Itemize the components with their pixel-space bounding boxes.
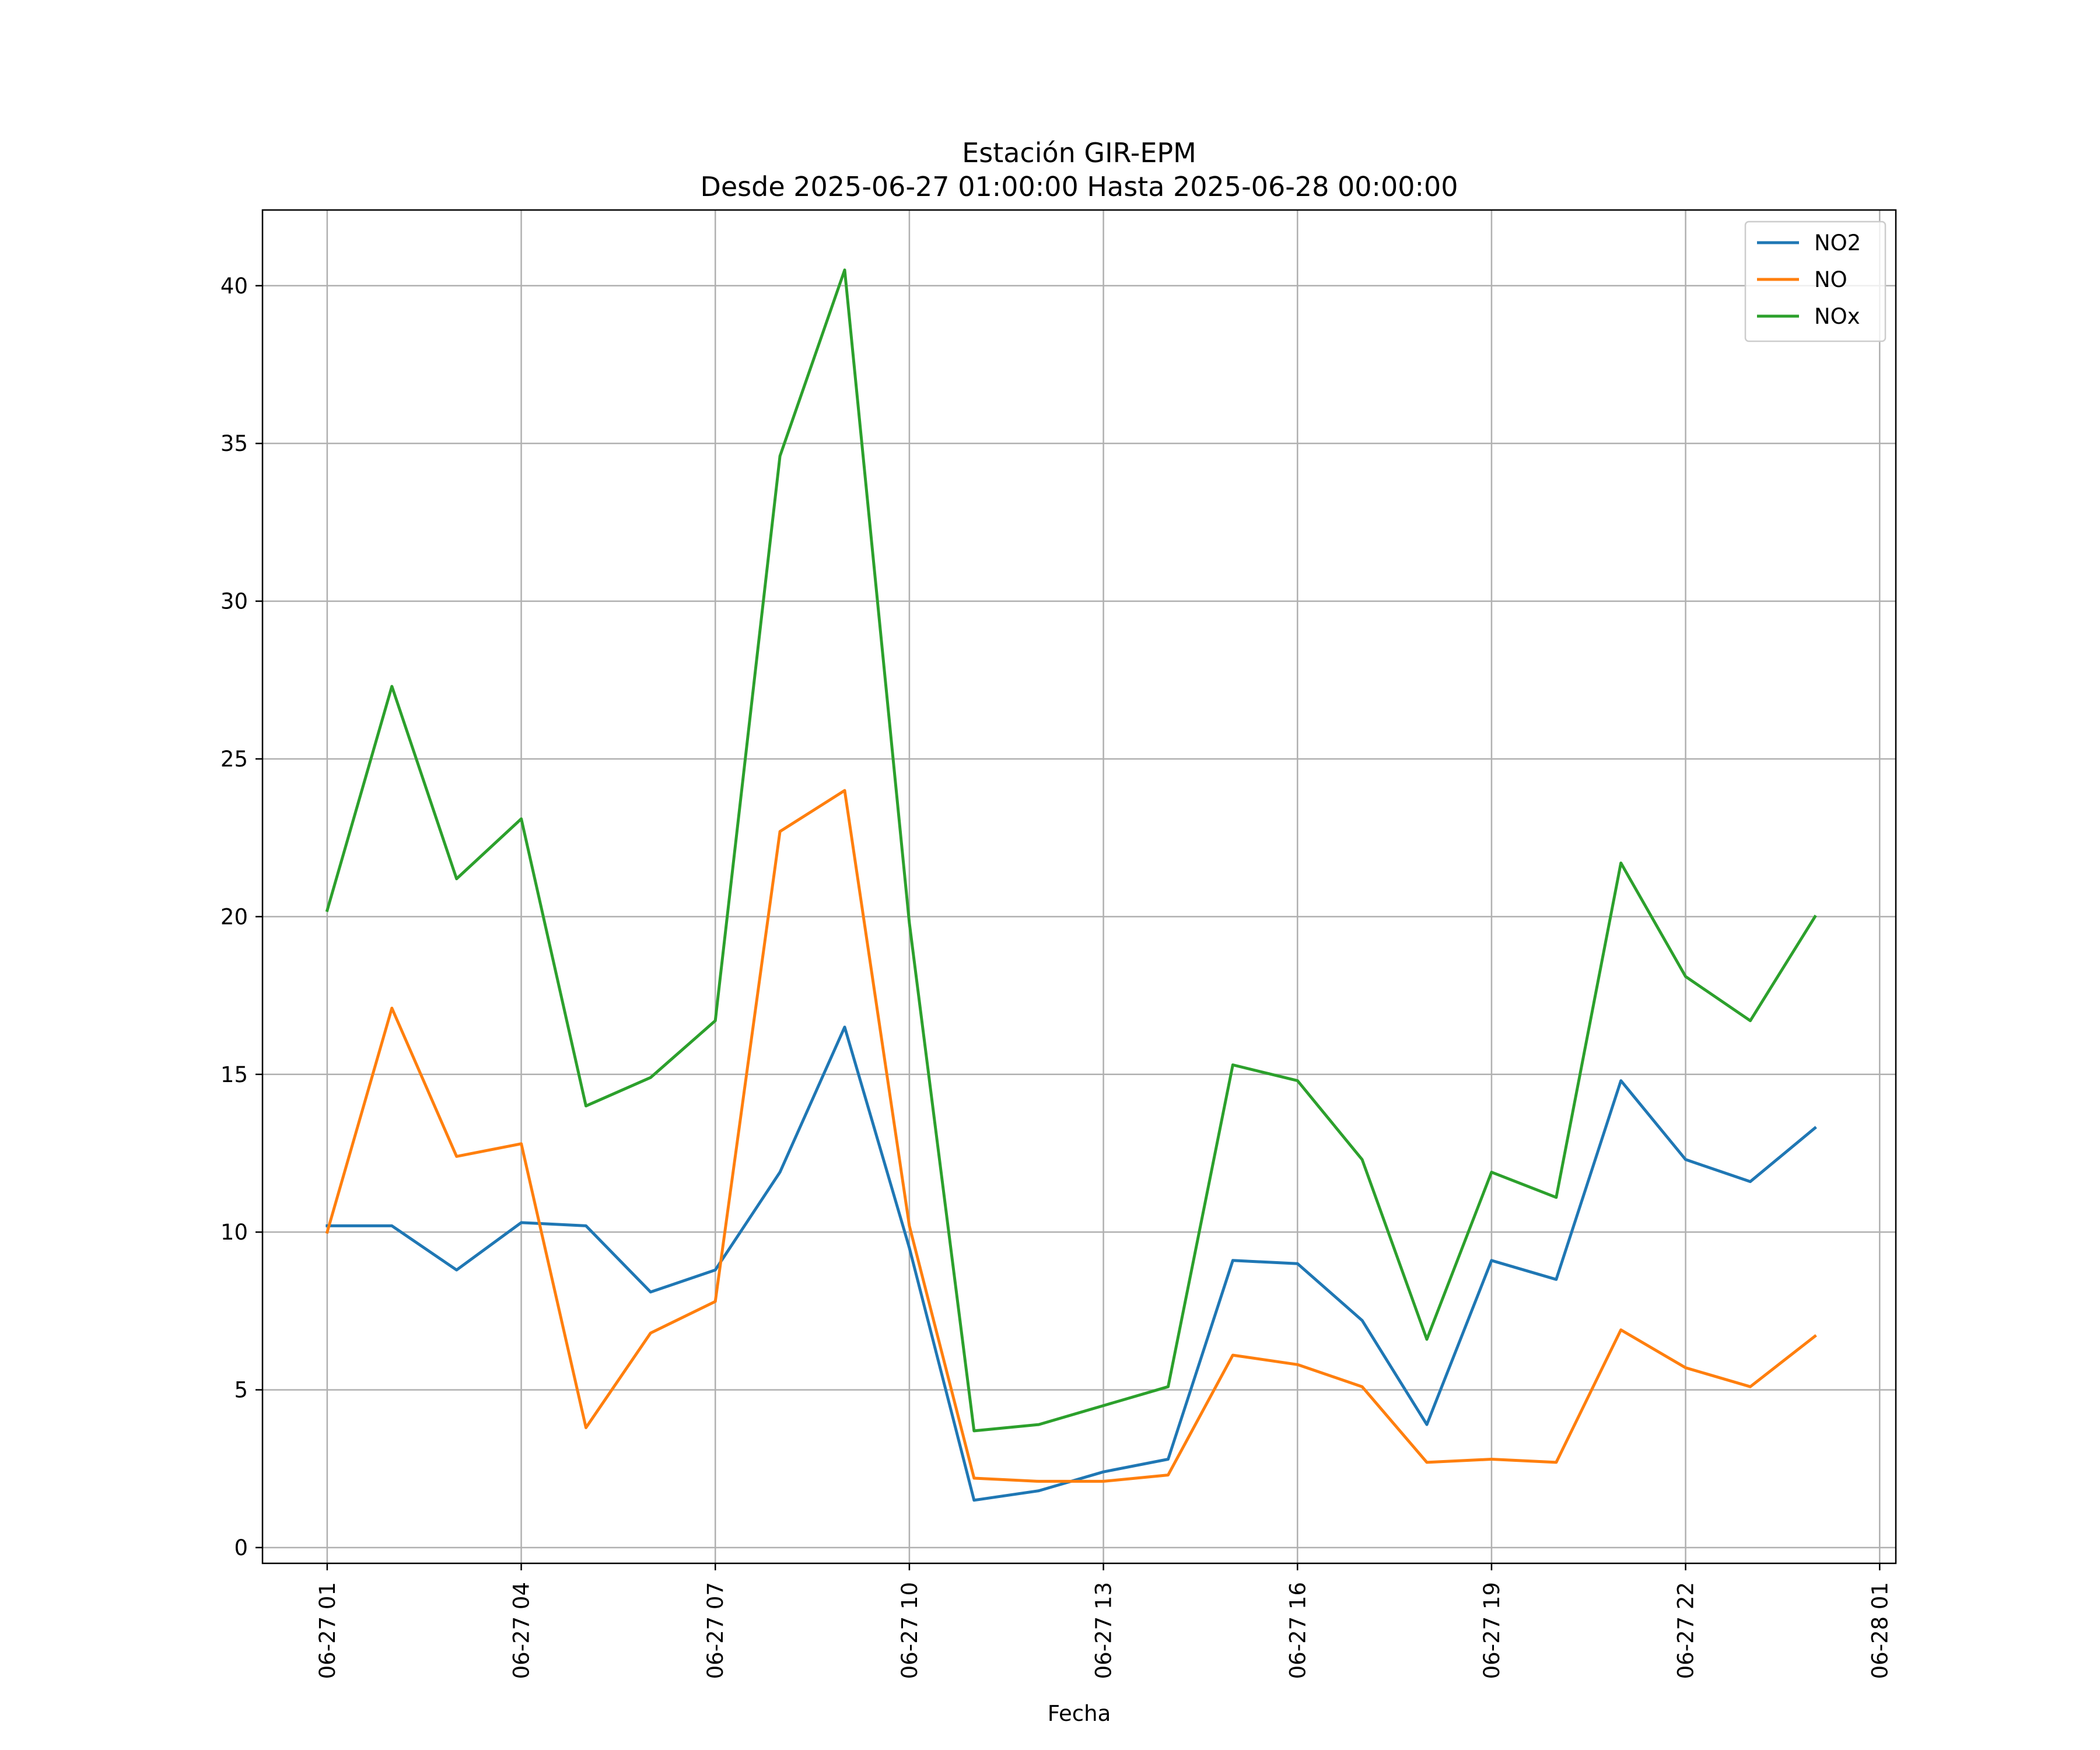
x-tick-label: 06-27 19 (1479, 1582, 1504, 1679)
series-line-nox (325, 268, 1817, 1433)
y-tick-label: 30 (220, 589, 248, 614)
y-tick-label: 5 (234, 1378, 248, 1403)
y-tick-label: 15 (220, 1062, 248, 1087)
legend-label-no: NO (1814, 267, 1847, 292)
legend-box (1744, 220, 1887, 342)
y-tick-label: 20 (220, 904, 248, 929)
y-tick-label: 0 (234, 1535, 248, 1560)
x-tick-label: 06-28 01 (1867, 1582, 1892, 1679)
series-layer (325, 268, 1817, 1502)
series-line-no (325, 789, 1817, 1483)
x-tick-label: 06-27 13 (1091, 1582, 1116, 1679)
y-tick-label: 25 (220, 747, 248, 772)
x-tick-label: 06-27 22 (1674, 1582, 1699, 1679)
x-tick-label: 06-27 04 (509, 1582, 534, 1679)
chart-title: Estación GIR-EPM (962, 137, 1196, 169)
axis-ticks: 0 5 10 15 20 25 30 35 40 06-27 01 06-27 04 06-27 07… (220, 274, 1892, 1679)
chart-subtitle: Desde 2025-06-27 01:00:00 Hasta 2025-06-… (700, 171, 1458, 202)
grid-lines (262, 210, 1896, 1563)
legend-label-no2: NO2 (1814, 230, 1861, 256)
x-tick-label: 06-27 10 (897, 1582, 922, 1679)
y-tick-label: 35 (220, 431, 248, 456)
y-tick-label: 10 (220, 1220, 248, 1245)
x-axis-label: Fecha (1048, 1701, 1111, 1726)
y-tick-label: 40 (220, 274, 248, 299)
legend: NO2 NO NOx (1744, 220, 1887, 342)
x-tick-label: 06-27 07 (703, 1582, 728, 1679)
legend-label-nox: NOx (1814, 304, 1860, 329)
x-tick-label: 06-27 16 (1285, 1582, 1310, 1679)
plot-frame (261, 209, 1897, 1564)
x-tick-label: 06-27 01 (315, 1582, 340, 1679)
